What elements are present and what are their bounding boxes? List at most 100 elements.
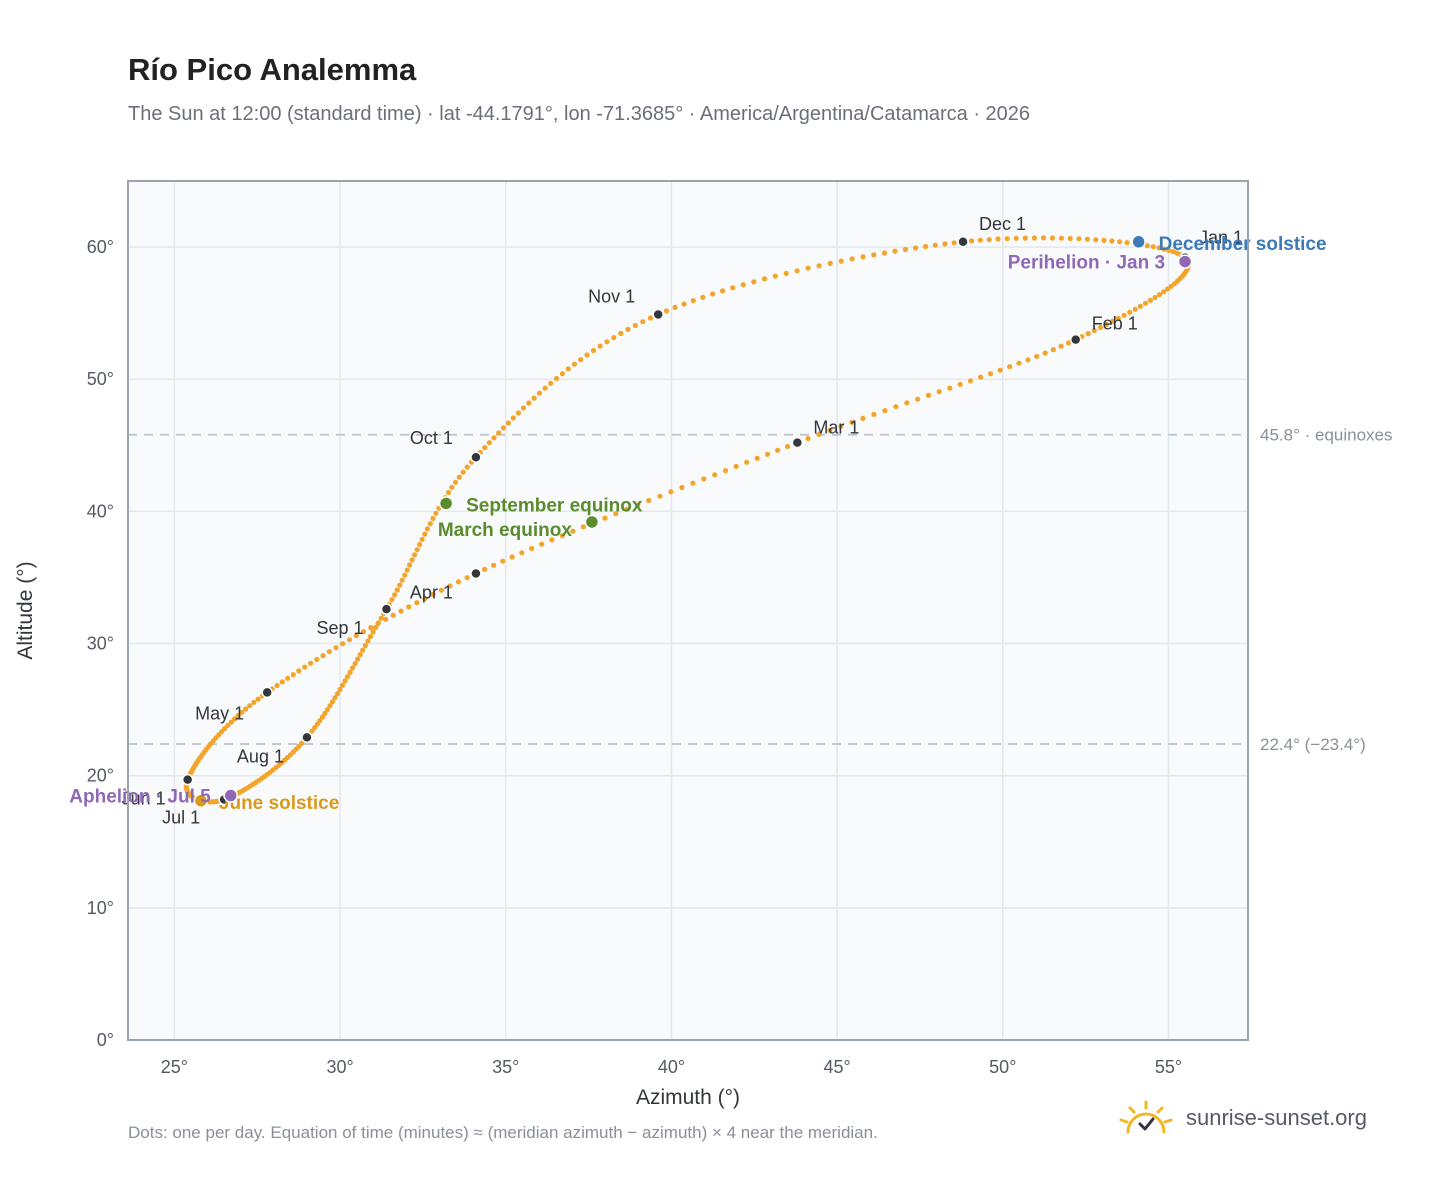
daily-dot — [947, 385, 953, 391]
daily-dot — [604, 339, 610, 345]
daily-dot — [510, 415, 516, 421]
daily-dot — [542, 385, 548, 391]
daily-dot — [730, 285, 736, 291]
daily-dot — [225, 722, 231, 728]
daily-dot — [526, 400, 532, 406]
month-marker — [181, 773, 194, 786]
daily-dot — [570, 528, 576, 534]
daily-dot — [805, 435, 811, 442]
month-marker-label: Jan 1 — [1199, 228, 1243, 248]
daily-dot — [397, 582, 403, 588]
month-marker-label: Feb 1 — [1092, 314, 1138, 334]
daily-dot — [690, 480, 696, 486]
daily-dot — [1166, 247, 1172, 253]
x-tick-label: 40° — [658, 1057, 685, 1077]
daily-dot — [290, 672, 296, 678]
daily-dot — [571, 361, 578, 367]
brand[interactable]: sunrise-sunset.org — [1118, 1100, 1367, 1136]
month-marker — [652, 308, 664, 321]
daily-dot — [1058, 343, 1064, 349]
daily-dot — [957, 381, 963, 387]
daily-dot — [1168, 283, 1174, 289]
daily-dot — [347, 669, 353, 676]
daily-dot — [602, 515, 608, 521]
daily-dot — [464, 464, 470, 470]
daily-dot — [635, 502, 641, 508]
daily-dot — [460, 469, 466, 475]
daily-dot — [783, 270, 789, 276]
daily-dot — [618, 330, 624, 336]
daily-dot — [482, 445, 488, 451]
daily-dot — [549, 537, 555, 543]
daily-dot — [456, 474, 462, 480]
daily-dot — [657, 493, 663, 499]
daily-dot — [977, 237, 983, 243]
daily-dot — [531, 395, 537, 401]
daily-dot — [967, 378, 974, 384]
daily-dot — [805, 265, 811, 271]
daily-dot — [902, 246, 909, 253]
plot-frame — [127, 180, 1249, 1041]
daily-dot — [871, 252, 877, 258]
daily-dot — [368, 625, 374, 631]
month-marker-label: Apr 1 — [410, 582, 453, 602]
daily-dot — [1121, 312, 1127, 318]
event-label: June solstice — [219, 793, 339, 814]
daily-dot — [785, 443, 791, 450]
daily-dot — [1097, 324, 1104, 331]
daily-dot — [1076, 236, 1082, 242]
daily-dot — [334, 691, 341, 697]
daily-dot — [1066, 340, 1072, 346]
daily-dot — [775, 447, 781, 453]
daily-dot — [772, 273, 778, 279]
daily-dot — [1117, 239, 1123, 245]
event-marker — [438, 496, 454, 511]
daily-dot — [559, 533, 565, 539]
month-marker — [470, 567, 482, 580]
daily-dot — [646, 497, 652, 504]
daily-dot — [969, 238, 975, 244]
daily-dot — [932, 242, 938, 248]
sun-logo-icon — [1119, 1100, 1173, 1134]
daily-dot — [319, 714, 325, 720]
daily-dot — [491, 562, 497, 568]
daily-dot — [255, 696, 261, 702]
axes: 25° 30° 35° 40° 45° 50° 55° 0° 10° 20° 30° 40° 50° 60… — [14, 180, 1249, 1109]
daily-dot — [407, 562, 413, 568]
daily-dot — [893, 404, 899, 410]
daily-dot — [871, 411, 877, 417]
daily-dot — [247, 703, 253, 709]
month-marker — [301, 731, 313, 744]
daily-dot — [882, 408, 888, 414]
daily-dot — [672, 304, 678, 310]
reference-line-label: 22.4° (−23.4°) — [1260, 735, 1366, 754]
daily-dot — [430, 515, 436, 522]
daily-dot — [584, 352, 590, 358]
daily-dot — [370, 629, 376, 635]
month-marker — [957, 236, 969, 248]
month-marker-label: Dec 1 — [979, 214, 1026, 234]
daily-dot — [942, 241, 948, 247]
month-marker — [791, 436, 804, 449]
daily-dot — [394, 587, 400, 593]
event-marker — [1131, 234, 1146, 250]
daily-dot — [406, 604, 412, 610]
daily-dot — [486, 440, 492, 446]
daily-dot — [1165, 286, 1171, 292]
daily-dot — [995, 236, 1001, 242]
daily-dot — [378, 615, 384, 621]
daily-dot — [409, 557, 415, 563]
daily-dot — [936, 389, 942, 395]
event-marker — [1177, 254, 1193, 269]
daily-dot — [414, 547, 420, 553]
event-label: Perihelion · Jan 3 — [1008, 253, 1165, 274]
daily-dot — [794, 268, 800, 274]
daily-dot — [417, 541, 423, 548]
daily-dot — [624, 506, 630, 512]
daily-dot — [392, 592, 398, 598]
daily-dot — [496, 430, 502, 436]
daily-dot — [419, 536, 425, 542]
daily-dot — [455, 579, 462, 585]
daily-dot — [373, 624, 379, 631]
